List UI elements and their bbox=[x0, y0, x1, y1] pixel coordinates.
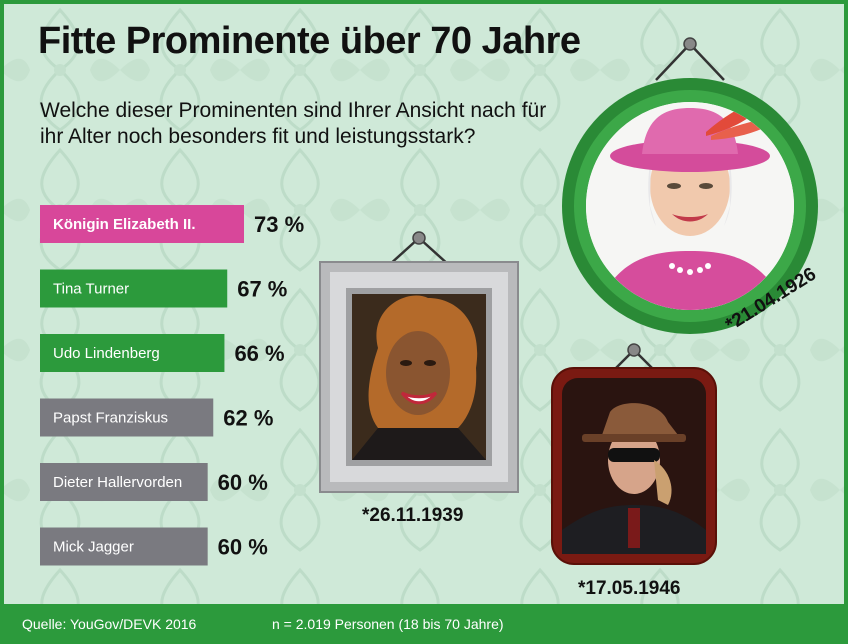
birthdate-turner: *26.11.1939 bbox=[362, 505, 464, 526]
footer-bar: Quelle: YouGov/DEVK 2016 n = 2.019 Perso… bbox=[0, 604, 848, 644]
source-note: Quelle: YouGov/DEVK 2016 bbox=[22, 616, 197, 632]
birthdate-lindenberg: *17.05.1946 bbox=[578, 578, 681, 599]
sample-note: n = 2.019 Personen (18 bis 70 Jahre) bbox=[272, 616, 504, 632]
chart-title: Fitte Prominente über 70 Jahre bbox=[38, 20, 581, 62]
portrait-lindenberg bbox=[551, 343, 717, 565]
portrait-turner bbox=[319, 231, 519, 493]
portrait-elizabeth bbox=[562, 37, 818, 334]
chart-subtitle: Welche dieser Prominenten sind Ihrer Ans… bbox=[40, 99, 547, 148]
